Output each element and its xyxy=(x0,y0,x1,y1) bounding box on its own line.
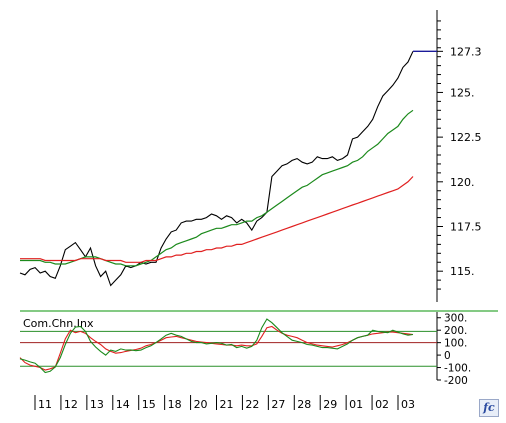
indicator-axis-ticks: 300.200.100.0-100.-200 xyxy=(437,313,471,387)
date-tick-label: 01 xyxy=(349,398,363,411)
price-tick-label: 125. xyxy=(450,86,475,99)
indicator-panel: Com.Chn.Inx 300.200.100.0-100.-200 xyxy=(19,312,471,387)
date-tick-label: 29 xyxy=(323,398,337,411)
date-tick-label: 03 xyxy=(401,398,415,411)
indicator-tick-label: 0 xyxy=(444,350,451,362)
indicator-signal-line xyxy=(19,318,414,374)
slow-ma-line xyxy=(20,176,414,263)
price-tick-label: 127.3 xyxy=(450,45,482,58)
date-tick-label: 14 xyxy=(116,398,130,411)
price-tick-label: 117.5 xyxy=(450,221,482,234)
price-plot-area xyxy=(19,50,437,287)
date-tick-label: 22 xyxy=(245,398,259,411)
indicator-tick-label: 300. xyxy=(444,313,467,325)
date-tick-label: 27 xyxy=(271,398,285,411)
indicator-plot-area xyxy=(19,318,414,374)
indicator-reference-lines xyxy=(20,330,437,367)
date-tick-label: 28 xyxy=(297,398,311,411)
date-tick-label: 02 xyxy=(375,398,389,411)
fast-ma-line xyxy=(20,109,414,267)
date-tick-label: 11 xyxy=(38,398,52,411)
price-tick-label: 120. xyxy=(450,176,475,189)
date-tick-label: 20 xyxy=(194,398,208,411)
price-tick-label: 115. xyxy=(450,265,475,278)
price-axis-ticks: 115. 117.5 120. 122.5 125. 127.3 xyxy=(437,20,482,290)
indicator-tick-label: -200 xyxy=(444,375,468,387)
indicator-tick-label: 100. xyxy=(444,338,467,350)
price-panel: 115. 117.5 120. 122.5 125. 127.3 xyxy=(19,10,482,302)
price-tick-label: 122.5 xyxy=(450,131,482,144)
date-axis: 11 12 13 14 15 18 20 21 22 27 28 29 01 02 03 xyxy=(34,395,415,411)
date-tick-label: 15 xyxy=(142,398,156,411)
indicator-title: Com.Chn.Inx xyxy=(23,317,94,330)
indicator-tick-label: 200. xyxy=(444,325,467,337)
date-tick-label: 18 xyxy=(168,398,182,411)
logo-icon: fc xyxy=(479,399,499,417)
indicator-tick-label: -100. xyxy=(444,363,471,375)
price-series xyxy=(19,51,414,287)
date-tick-label: 21 xyxy=(220,398,234,411)
indicator-main-line xyxy=(19,325,414,371)
date-tick-label: 12 xyxy=(64,398,78,411)
date-tick-label: 13 xyxy=(90,398,104,411)
